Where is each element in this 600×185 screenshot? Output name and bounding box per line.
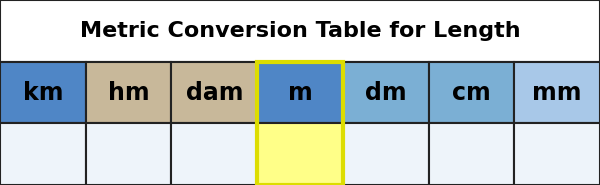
Bar	[172, 62, 257, 123]
Bar	[0, 62, 86, 123]
Bar	[257, 62, 343, 123]
Bar	[514, 123, 600, 185]
Bar	[0, 123, 86, 185]
Text: m: m	[287, 80, 313, 105]
Bar	[0, 0, 600, 62]
Bar	[428, 62, 514, 123]
Bar	[257, 62, 343, 185]
Bar	[257, 123, 343, 185]
Text: dam: dam	[185, 80, 243, 105]
Bar	[86, 62, 172, 123]
Bar	[343, 123, 428, 185]
Text: cm: cm	[452, 80, 491, 105]
Text: hm: hm	[108, 80, 149, 105]
Text: mm: mm	[532, 80, 582, 105]
Bar	[172, 123, 257, 185]
Text: dm: dm	[365, 80, 407, 105]
Bar	[86, 123, 172, 185]
Text: km: km	[23, 80, 63, 105]
Bar	[343, 62, 428, 123]
Bar	[514, 62, 600, 123]
Text: Metric Conversion Table for Length: Metric Conversion Table for Length	[80, 21, 520, 41]
Bar	[428, 123, 514, 185]
